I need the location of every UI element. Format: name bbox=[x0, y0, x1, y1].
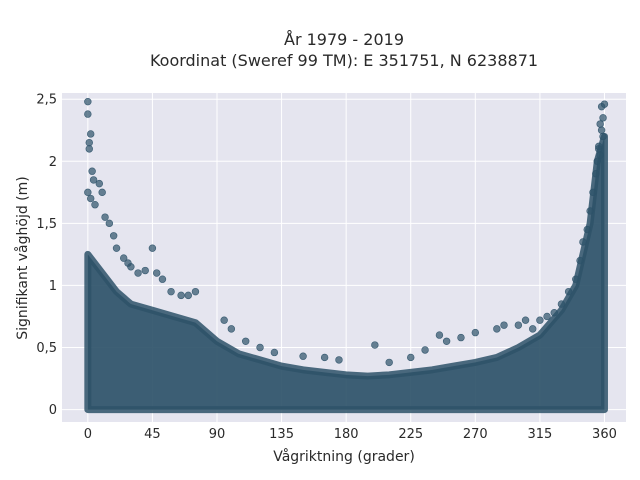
y-axis-label: Signifikant våghöjd (m) bbox=[14, 176, 31, 339]
scatter-point bbox=[84, 97, 92, 106]
scatter-point bbox=[227, 325, 236, 333]
x-tick-label: 0 bbox=[84, 427, 92, 442]
scatter-point bbox=[241, 337, 250, 346]
x-tick-label: 180 bbox=[334, 427, 359, 442]
scatter-point bbox=[589, 188, 597, 197]
scatter-point bbox=[335, 356, 343, 364]
dense-band-layer bbox=[84, 132, 608, 414]
x-tick-label: 135 bbox=[269, 427, 294, 442]
x-tick-label: 45 bbox=[144, 427, 161, 442]
scatter-point bbox=[256, 343, 264, 352]
scatter-point bbox=[586, 207, 594, 215]
scatter-point bbox=[521, 316, 530, 324]
scatter-points bbox=[84, 97, 609, 367]
scatter-point bbox=[158, 275, 167, 283]
scatter-point bbox=[91, 201, 99, 209]
scatter-point bbox=[597, 126, 606, 134]
y-tick-label: 0 bbox=[49, 403, 57, 418]
scatter-point bbox=[572, 275, 580, 283]
y-tick-label: 1 bbox=[49, 279, 57, 294]
y-tick-label: 1,5 bbox=[36, 217, 57, 232]
scatter-point bbox=[109, 232, 118, 240]
scatter-point bbox=[583, 225, 591, 234]
scatter-point bbox=[141, 266, 149, 275]
scatter-point bbox=[101, 213, 109, 221]
scatter-point bbox=[299, 352, 307, 360]
scatter-point bbox=[184, 291, 192, 300]
scatter-point bbox=[127, 263, 135, 271]
scatter-point bbox=[595, 142, 603, 151]
scatter-point bbox=[596, 151, 604, 159]
scatter-point bbox=[442, 337, 451, 346]
scatter-point bbox=[599, 114, 607, 122]
scatter-point bbox=[599, 132, 607, 141]
scatter-point bbox=[177, 291, 185, 300]
x-tick-label: 360 bbox=[592, 427, 617, 442]
scatter-point bbox=[98, 188, 106, 197]
chart-subtitle: Koordinat (Sweref 99 TM): E 351751, N 62… bbox=[150, 51, 538, 70]
scatter-point bbox=[112, 244, 121, 252]
scatter-point bbox=[87, 194, 95, 203]
scatter-point bbox=[596, 120, 604, 128]
scatter-point bbox=[87, 130, 95, 138]
scatter-point bbox=[84, 110, 92, 118]
x-tick-label: 225 bbox=[398, 427, 423, 442]
x-tick-label: 270 bbox=[463, 427, 488, 442]
scatter-point bbox=[407, 353, 415, 362]
scatter-point bbox=[536, 316, 544, 324]
scatter-point bbox=[153, 269, 161, 277]
scatter-point bbox=[89, 176, 98, 184]
scatter-point bbox=[597, 102, 606, 111]
y-tick-label: 0,5 bbox=[36, 341, 57, 356]
scatter-point bbox=[371, 341, 379, 349]
scatter-point bbox=[85, 138, 93, 147]
scatter-point bbox=[167, 287, 175, 296]
scatter-point bbox=[493, 325, 501, 333]
x-axis-label: Vågriktning (grader) bbox=[273, 448, 415, 465]
scatter-point bbox=[457, 333, 465, 342]
scatter-point bbox=[105, 219, 114, 228]
scatter-point bbox=[134, 269, 142, 277]
scatter-point bbox=[148, 244, 157, 252]
scatter-point bbox=[88, 167, 96, 175]
scatter-point bbox=[529, 325, 537, 333]
scatter-point bbox=[514, 321, 523, 329]
x-tick-label: 315 bbox=[527, 427, 552, 442]
scatter-point bbox=[270, 348, 279, 357]
dense-point-band bbox=[84, 132, 608, 414]
scatter-point bbox=[85, 145, 93, 153]
scatter-point bbox=[500, 321, 508, 329]
scatter-point bbox=[592, 169, 600, 178]
scatter-point bbox=[435, 331, 444, 339]
scatter-point bbox=[120, 254, 128, 262]
x-axis-ticks: 0 45 90 135 180 225 270 315 360 bbox=[84, 427, 617, 442]
scatter-point bbox=[579, 238, 587, 246]
scatter-point bbox=[471, 328, 480, 337]
scatter-point bbox=[220, 316, 228, 324]
scatter-point bbox=[550, 309, 558, 317]
scatter-point bbox=[385, 358, 393, 367]
scatter-point bbox=[320, 353, 329, 362]
chart-title: År 1979 - 2019 bbox=[284, 30, 404, 49]
scatter-point bbox=[421, 346, 429, 354]
y-axis-ticks: 0 0,5 1 1,5 2 2,5 bbox=[36, 93, 57, 418]
scatter-point bbox=[95, 179, 104, 188]
y-tick-label: 2 bbox=[49, 155, 57, 170]
scatter-point bbox=[593, 157, 601, 165]
scatter-point bbox=[576, 256, 584, 265]
y-tick-label: 2,5 bbox=[36, 93, 57, 108]
scatter-point bbox=[191, 287, 200, 296]
scatter-point bbox=[557, 300, 566, 308]
x-tick-label: 90 bbox=[209, 427, 226, 442]
scatter-point bbox=[84, 188, 92, 197]
scatter-point bbox=[564, 287, 573, 296]
scatter-point bbox=[543, 312, 551, 321]
